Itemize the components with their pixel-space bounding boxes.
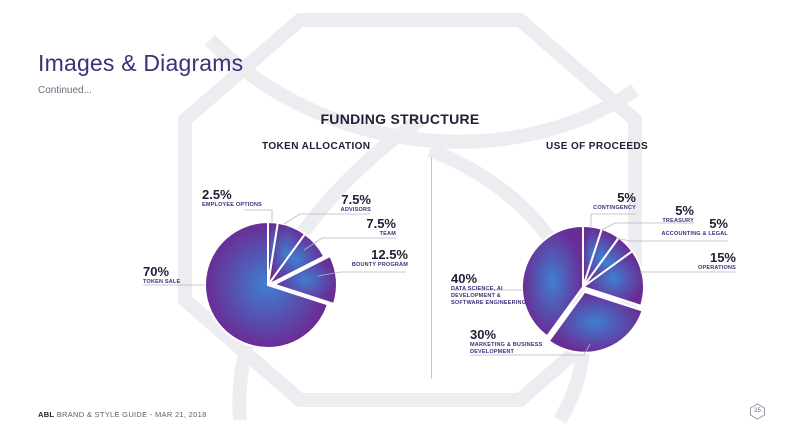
slide-title: Images & Diagrams xyxy=(38,50,244,76)
slice-label: TEAM xyxy=(379,231,396,237)
slice-pct: 5% xyxy=(675,203,694,218)
slice-pct: 70% xyxy=(143,264,170,279)
label-token-sale: 70% TOKEN SALE xyxy=(143,264,180,286)
footer-text: BRAND & STYLE GUIDE - MAR 21, 2018 xyxy=(56,410,207,419)
label-accounting-legal: 5% ACCOUNTING & LEGAL xyxy=(661,216,728,238)
slice-label: TOKEN SALE xyxy=(143,279,181,285)
footer: ABL BRAND & STYLE GUIDE - MAR 21, 2018 xyxy=(38,410,207,419)
leader-line xyxy=(590,213,636,228)
leader-line xyxy=(303,237,396,251)
slice-pct: 15% xyxy=(709,250,736,265)
label-team: 7.5% TEAM xyxy=(366,216,396,238)
label-data-science: 40% DATA SCIENCE, AI DEVELOPMENT & SOFTW… xyxy=(451,271,529,307)
slice-pct: 12.5% xyxy=(371,247,408,262)
slice-label: EMPLOYEE OPTIONS xyxy=(202,202,263,208)
use-of-proceeds-title: USE OF PROCEEDS xyxy=(546,141,649,152)
leader-line xyxy=(470,343,591,356)
pie-slice xyxy=(267,232,326,286)
slice-pct: 7.5% xyxy=(366,216,396,231)
pie-slice xyxy=(580,249,645,308)
footer-brand: ABL xyxy=(38,410,55,419)
page-number-badge: 25 xyxy=(749,403,766,420)
slice-label: OPERATIONS xyxy=(698,265,736,271)
slide-subtitle: Continued... xyxy=(38,85,92,96)
label-operations: 15% OPERATIONS xyxy=(698,250,736,272)
slice-pct: 2.5% xyxy=(202,187,232,202)
hexagon-icon xyxy=(750,403,765,420)
slice-label: TREASURY xyxy=(662,218,694,224)
use-of-proceeds-pie xyxy=(521,224,645,354)
pie-slice xyxy=(271,254,338,306)
slice-label: DATA SCIENCE, AI DEVELOPMENT & SOFTWARE … xyxy=(451,286,527,306)
slice-pct: 5% xyxy=(617,190,636,205)
slice-pct: 5% xyxy=(709,216,728,231)
pie-slice xyxy=(521,224,584,338)
pie-slice xyxy=(547,290,644,354)
label-contingency: 5% CONTINGENCY xyxy=(593,190,636,212)
pie-slice xyxy=(204,220,330,349)
column-divider xyxy=(431,157,432,379)
slice-pct: 40% xyxy=(451,271,478,286)
leader-line xyxy=(244,209,273,224)
leader-lines xyxy=(143,209,736,356)
page-number: 25 xyxy=(754,408,761,414)
label-advisors: 7.5% ADVISORS xyxy=(341,192,371,214)
slice-pct: 30% xyxy=(470,327,497,342)
slice-pct: 7.5% xyxy=(341,192,371,207)
leader-line xyxy=(283,213,370,225)
leader-line xyxy=(601,222,694,231)
token-allocation-title: TOKEN ALLOCATION xyxy=(262,141,371,152)
label-marketing: 30% MARKETING & BUSINESS DEVELOPMENT xyxy=(470,327,550,356)
slice-label: ACCOUNTING & LEGAL xyxy=(661,231,728,237)
label-bounty-program: 12.5% BOUNTY PROGRAM xyxy=(352,247,408,269)
leader-line xyxy=(615,237,728,242)
section-heading: FUNDING STRUCTURE xyxy=(320,111,480,127)
slice-label: BOUNTY PROGRAM xyxy=(351,262,408,268)
label-treasury: 5% TREASURY xyxy=(662,203,694,225)
slice-label: ADVISORS xyxy=(340,207,371,213)
token-allocation-pie xyxy=(204,220,338,349)
leader-line xyxy=(317,271,406,277)
label-employee-options: 2.5% EMPLOYEE OPTIONS xyxy=(202,187,262,209)
slice-label: MARKETING & BUSINESS DEVELOPMENT xyxy=(470,342,543,355)
slice-label: CONTINGENCY xyxy=(593,205,636,211)
